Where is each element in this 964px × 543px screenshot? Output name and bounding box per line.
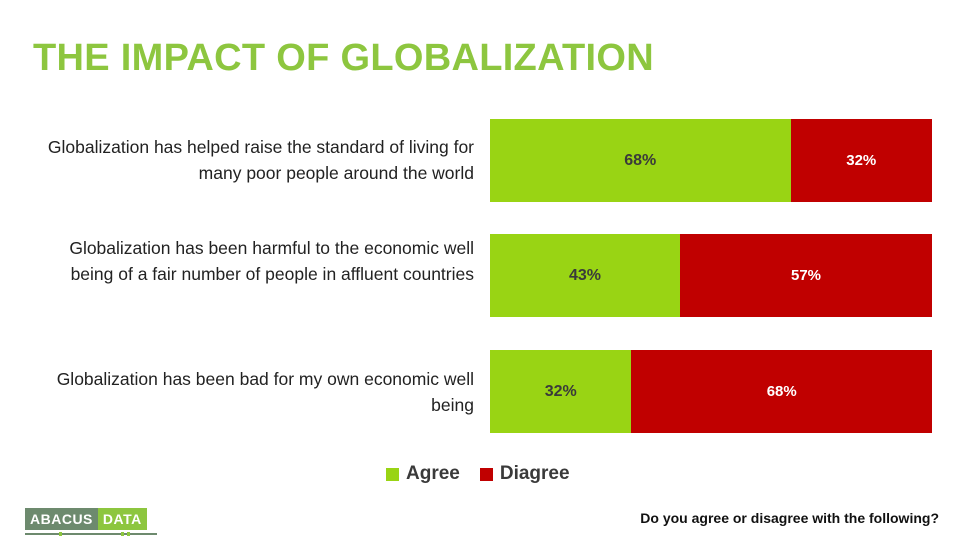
bar-agree-3: 32%: [490, 350, 632, 433]
data-label-agree-3: 32%: [544, 382, 577, 400]
abacus-data-logo: ABACUS DATA: [25, 508, 147, 530]
category-label-2: Globalization has been harmful to the ec…: [69, 238, 474, 284]
data-label-disagree-1: 32%: [846, 152, 877, 169]
logo-underline-tick: [59, 532, 62, 536]
survey-question: Do you agree or disagree with the follow…: [640, 510, 939, 526]
legend-item-disagree: Diagree: [479, 463, 570, 485]
logo-data: DATA: [97, 508, 147, 530]
data-label-disagree-3: 68%: [766, 383, 797, 400]
page-title: THE IMPACT OF GLOBALIZATION: [33, 37, 654, 79]
bar-agree-1: 68%: [490, 119, 791, 202]
logo-underline-tick: [121, 532, 124, 536]
data-label-agree-2: 43%: [569, 266, 602, 284]
bar-row-2: 43% 57%: [490, 234, 932, 317]
legend-label-agree: Agree: [406, 463, 460, 484]
bar-disagree-1: 32%: [790, 119, 932, 202]
legend-item-agree: Agree: [386, 463, 460, 485]
legend-swatch-disagree: [479, 467, 493, 481]
bar-agree-2: 43%: [490, 234, 681, 317]
bar-disagree-2: 57%: [680, 234, 932, 317]
logo-underline-tick: [127, 532, 130, 536]
legend-swatch-agree: [386, 467, 399, 481]
category-label-1: Globalization has helped raise the stand…: [47, 137, 474, 183]
category-label-3: Globalization has been bad for my own ec…: [56, 369, 474, 415]
chart-legend: Agree Diagree: [386, 463, 590, 485]
logo-abacus: ABACUS: [25, 508, 98, 530]
bar-disagree-3: 68%: [631, 350, 932, 433]
data-label-disagree-2: 57%: [791, 267, 822, 284]
logo-underline: [25, 532, 157, 536]
data-label-agree-1: 68%: [624, 151, 657, 169]
legend-label-disagree: Diagree: [499, 463, 570, 484]
bar-row-3: 32% 68%: [490, 350, 932, 433]
logo-underline-line: [25, 533, 157, 535]
bar-row-1: 68% 32%: [490, 119, 932, 202]
